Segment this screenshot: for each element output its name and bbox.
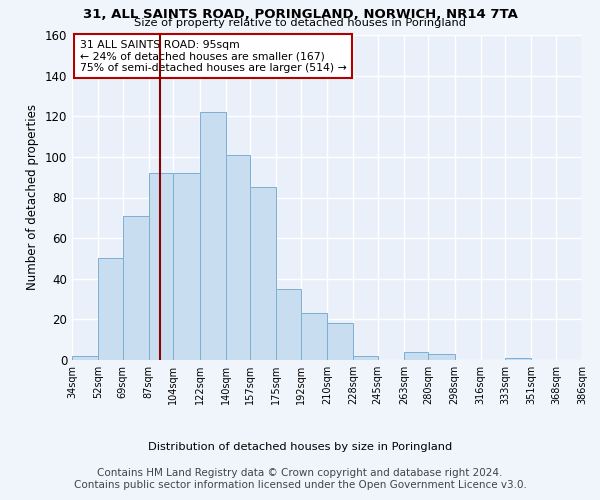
Bar bbox=[173, 173, 200, 360]
Bar bbox=[250, 188, 276, 360]
Bar bbox=[200, 112, 226, 360]
Bar bbox=[353, 356, 378, 360]
Bar bbox=[149, 173, 173, 360]
Y-axis label: Number of detached properties: Number of detached properties bbox=[26, 104, 39, 290]
Bar bbox=[226, 155, 250, 360]
Bar bbox=[301, 314, 327, 360]
Bar bbox=[72, 356, 98, 360]
Text: Distribution of detached houses by size in Poringland: Distribution of detached houses by size … bbox=[148, 442, 452, 452]
Text: Contains HM Land Registry data © Crown copyright and database right 2024.
Contai: Contains HM Land Registry data © Crown c… bbox=[74, 468, 526, 490]
Bar bbox=[505, 358, 531, 360]
Text: 31 ALL SAINTS ROAD: 95sqm
← 24% of detached houses are smaller (167)
75% of semi: 31 ALL SAINTS ROAD: 95sqm ← 24% of detac… bbox=[80, 40, 346, 73]
Text: 31, ALL SAINTS ROAD, PORINGLAND, NORWICH, NR14 7TA: 31, ALL SAINTS ROAD, PORINGLAND, NORWICH… bbox=[83, 8, 517, 20]
Bar bbox=[327, 324, 353, 360]
Text: Size of property relative to detached houses in Poringland: Size of property relative to detached ho… bbox=[134, 18, 466, 28]
Bar bbox=[428, 354, 455, 360]
Bar bbox=[276, 289, 301, 360]
Bar bbox=[404, 352, 428, 360]
Bar bbox=[123, 216, 149, 360]
Bar bbox=[98, 258, 123, 360]
